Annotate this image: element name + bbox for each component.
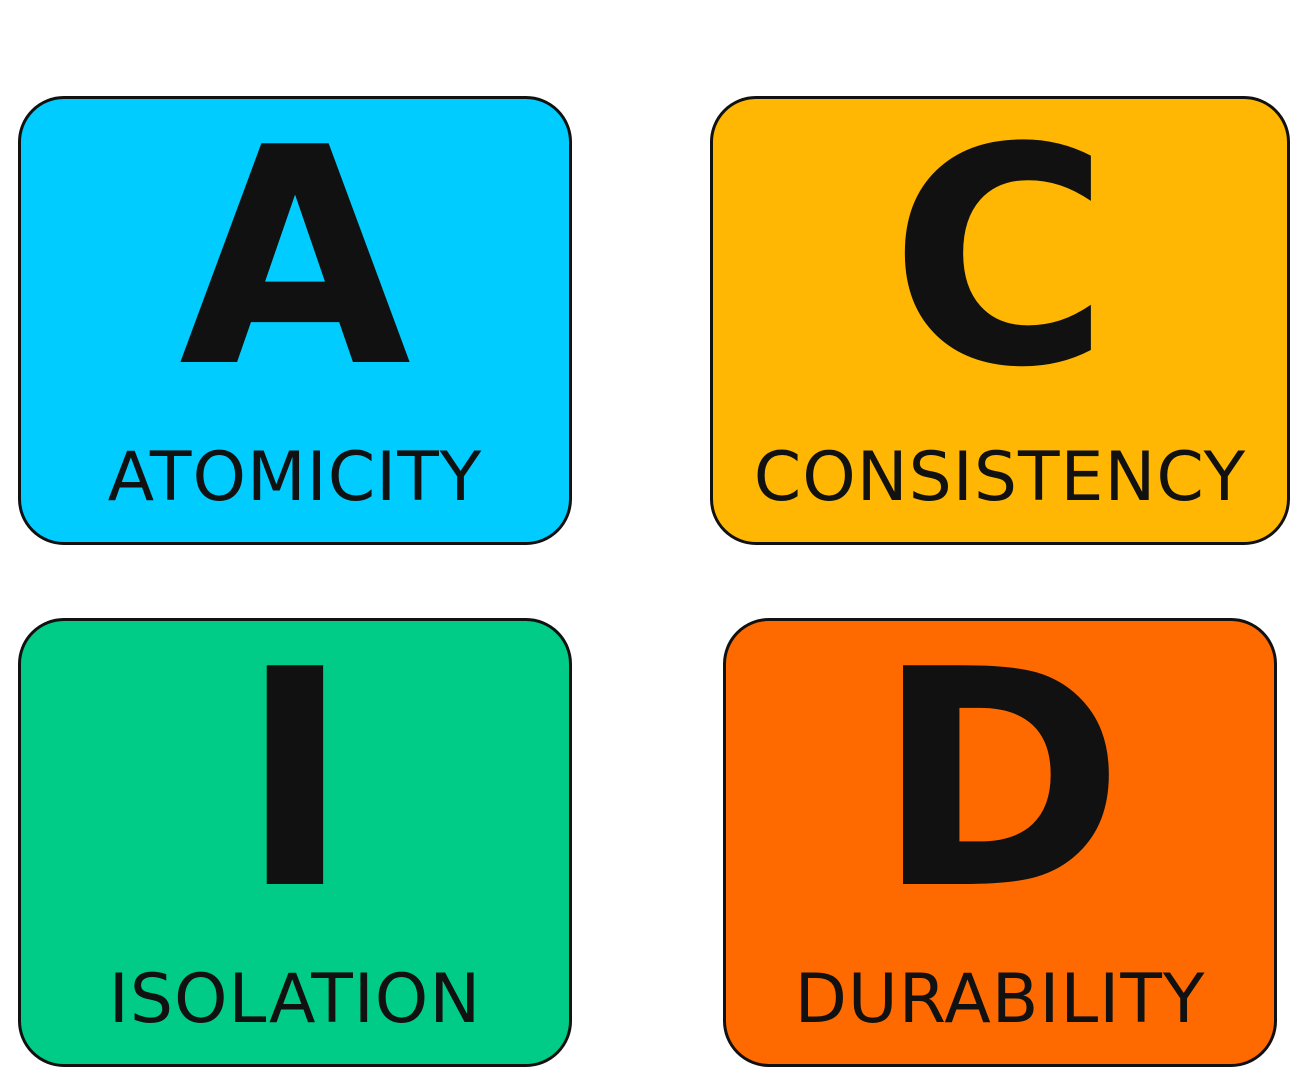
- card-durability: D DURABILITY: [723, 618, 1277, 1067]
- letter-a: A: [178, 96, 412, 433]
- word-isolation: ISOLATION: [108, 960, 482, 1039]
- letter-d: D: [875, 618, 1125, 955]
- word-atomicity: ATOMICITY: [107, 438, 483, 517]
- letter-i: I: [239, 618, 351, 955]
- word-durability: DURABILITY: [794, 960, 1206, 1039]
- letter-c: C: [889, 96, 1111, 433]
- card-consistency: C CONSISTENCY: [710, 96, 1290, 545]
- card-isolation: I ISOLATION: [18, 618, 572, 1067]
- word-consistency: CONSISTENCY: [753, 438, 1247, 517]
- card-atomicity: A ATOMICITY: [18, 96, 572, 545]
